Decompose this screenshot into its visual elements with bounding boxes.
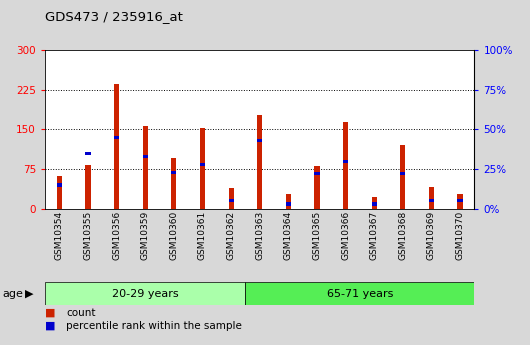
Bar <box>228 188 234 209</box>
Bar <box>314 172 320 175</box>
Bar <box>114 136 119 139</box>
Text: GSM10362: GSM10362 <box>227 211 235 260</box>
Text: GSM10359: GSM10359 <box>141 211 149 260</box>
Text: GSM10364: GSM10364 <box>284 211 293 260</box>
Text: GSM10356: GSM10356 <box>112 211 121 260</box>
Text: GSM10367: GSM10367 <box>370 211 378 260</box>
Bar <box>143 155 148 158</box>
Bar <box>429 187 434 209</box>
Bar <box>429 199 434 203</box>
Text: 65-71 years: 65-71 years <box>326 289 393 298</box>
Bar <box>171 158 176 209</box>
Bar <box>400 172 405 175</box>
Text: GSM10369: GSM10369 <box>427 211 436 260</box>
Text: GSM10370: GSM10370 <box>456 211 464 260</box>
Bar <box>400 145 405 209</box>
Text: GSM10354: GSM10354 <box>55 211 64 260</box>
Text: 20-29 years: 20-29 years <box>112 289 179 298</box>
Bar <box>286 194 291 209</box>
Bar <box>57 183 62 187</box>
Bar <box>457 194 463 209</box>
Bar <box>85 151 91 155</box>
Text: ▶: ▶ <box>25 289 34 298</box>
Text: age: age <box>3 289 23 298</box>
Bar <box>457 199 463 203</box>
Text: GSM10365: GSM10365 <box>313 211 321 260</box>
Bar <box>200 128 205 209</box>
Text: GSM10368: GSM10368 <box>399 211 407 260</box>
Bar <box>57 176 62 209</box>
Bar <box>372 197 377 209</box>
Bar <box>257 115 262 209</box>
Bar <box>200 163 205 166</box>
Text: GSM10366: GSM10366 <box>341 211 350 260</box>
Text: count: count <box>66 308 96 318</box>
Bar <box>343 122 348 209</box>
Bar <box>114 85 119 209</box>
Bar <box>85 165 91 209</box>
Bar <box>286 203 291 206</box>
Bar <box>343 159 348 163</box>
Bar <box>314 166 320 209</box>
Bar <box>171 171 176 174</box>
Bar <box>245 282 474 305</box>
Text: GDS473 / 235916_at: GDS473 / 235916_at <box>45 10 183 23</box>
Text: GSM10361: GSM10361 <box>198 211 207 260</box>
Text: ■: ■ <box>45 308 56 318</box>
Text: GSM10363: GSM10363 <box>255 211 264 260</box>
Bar <box>257 139 262 142</box>
Bar <box>143 126 148 209</box>
Bar <box>45 282 245 305</box>
Text: GSM10360: GSM10360 <box>170 211 178 260</box>
Bar <box>228 199 234 203</box>
Text: ■: ■ <box>45 321 56 331</box>
Text: percentile rank within the sample: percentile rank within the sample <box>66 321 242 331</box>
Text: GSM10355: GSM10355 <box>84 211 92 260</box>
Bar <box>372 203 377 206</box>
